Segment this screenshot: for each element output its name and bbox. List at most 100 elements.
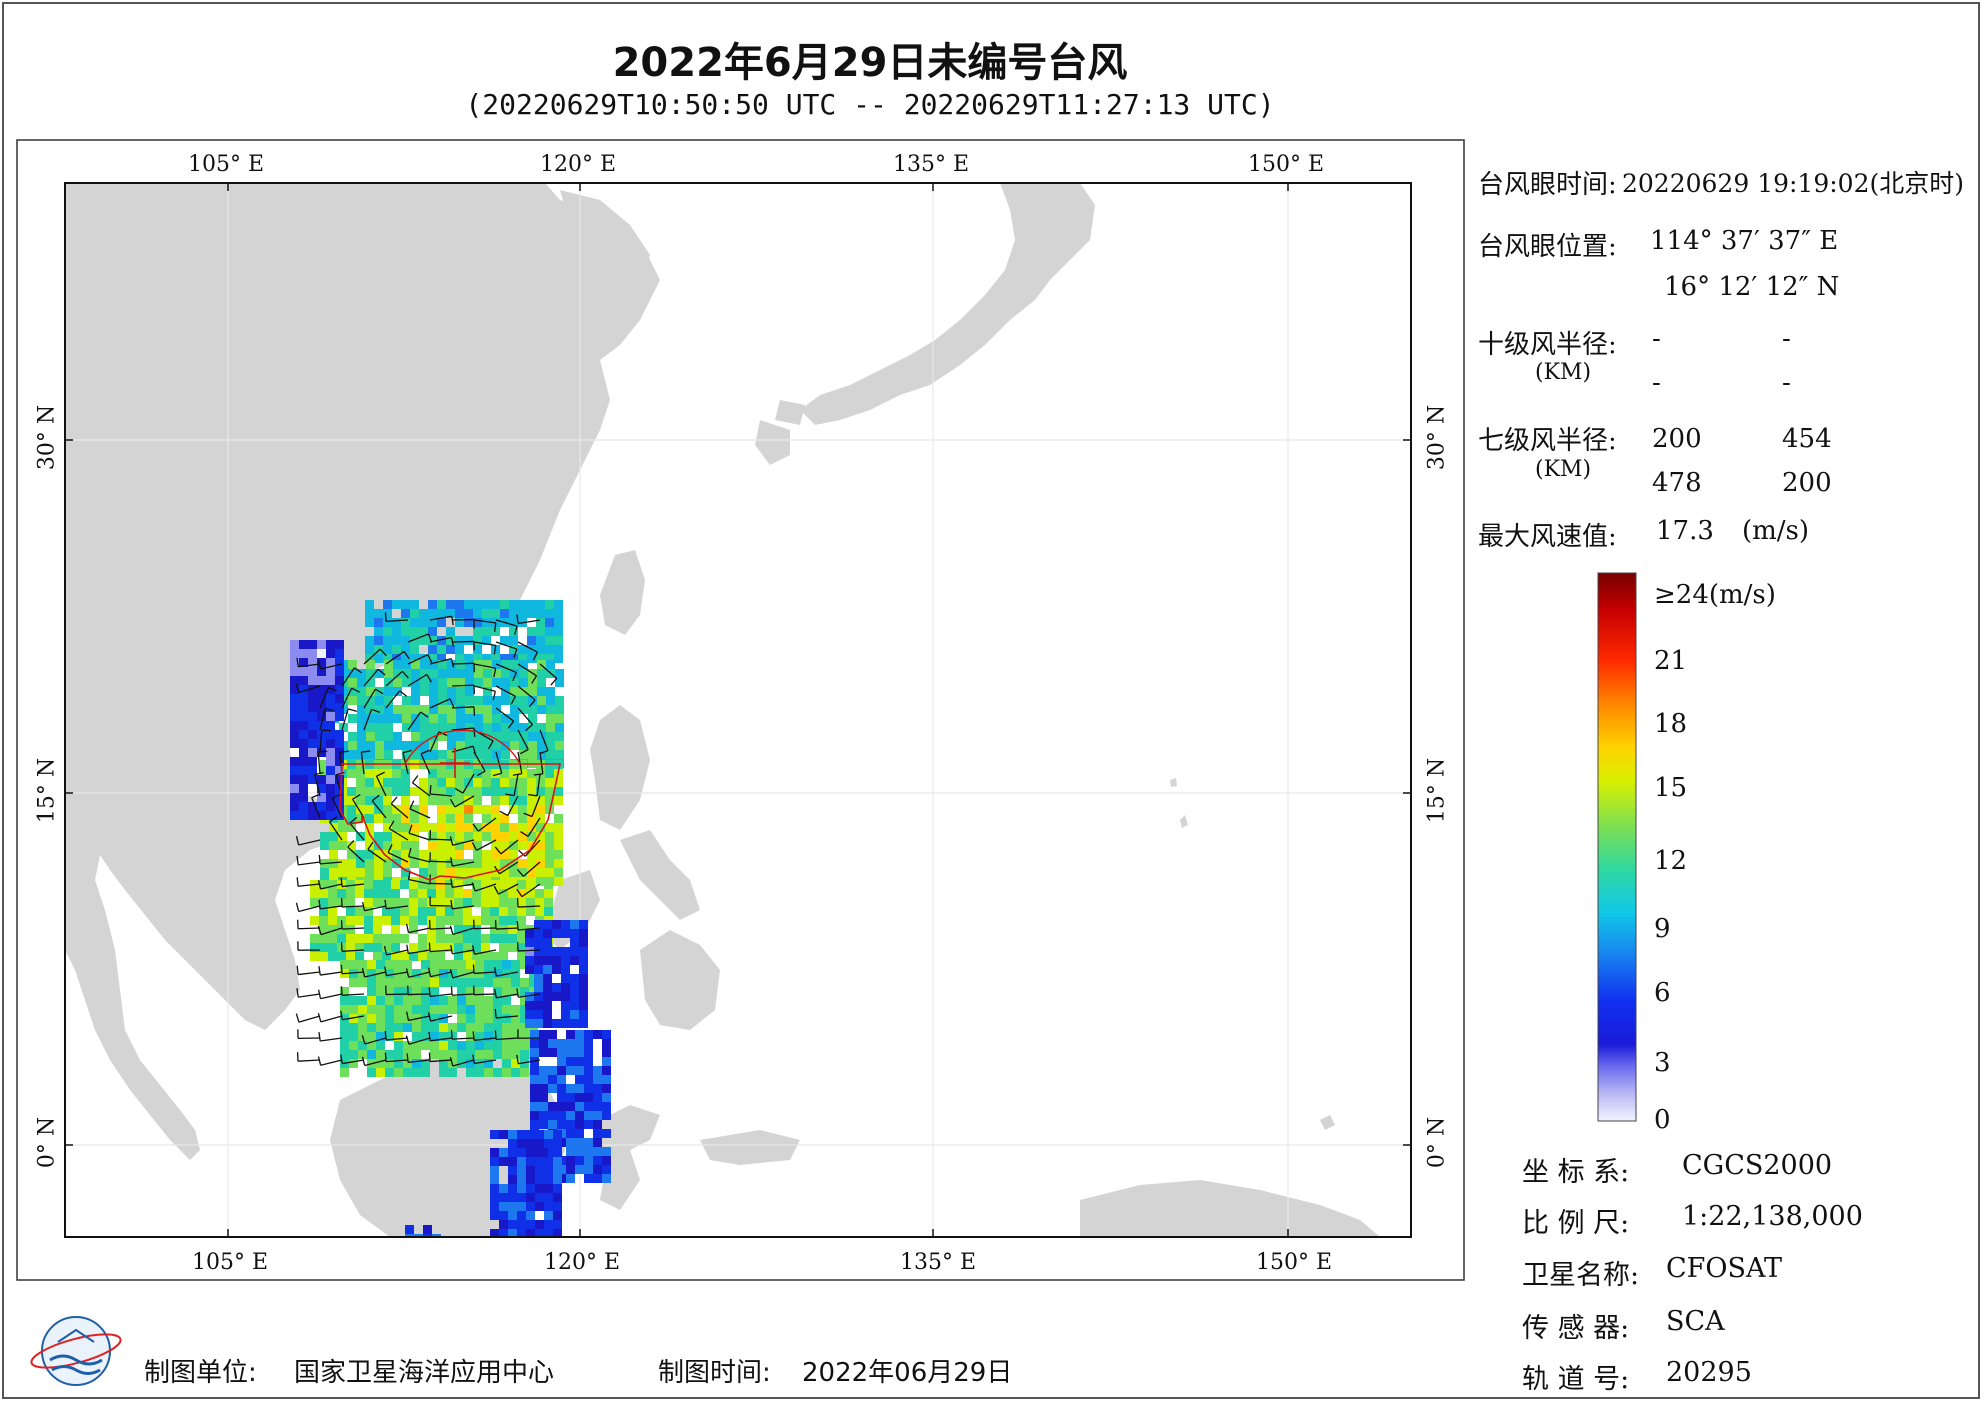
- swath-cell: [346, 952, 355, 961]
- swath-cell: [529, 987, 538, 996]
- swath-cell: [290, 811, 299, 820]
- swath-cell: [439, 1023, 448, 1032]
- swath-cell: [349, 1005, 358, 1014]
- swath-cell: [536, 609, 545, 618]
- swath-cell: [491, 654, 500, 663]
- swath-cell: [518, 796, 527, 805]
- swath-cell: [508, 934, 517, 943]
- swath-cell: [474, 723, 483, 732]
- swath-cell: [501, 714, 510, 723]
- swath-cell: [473, 636, 482, 645]
- swath-cell: [356, 796, 365, 805]
- swath-cell: [365, 832, 374, 841]
- swath-cell: [499, 1193, 508, 1202]
- swath-cell: [493, 1050, 502, 1059]
- swath-cell: [358, 996, 367, 1005]
- wind-barb: [449, 795, 475, 808]
- wind-barb: [297, 1029, 321, 1039]
- wind-barb: [494, 1008, 519, 1019]
- wind-barb: [295, 902, 321, 913]
- swath-cell: [518, 868, 527, 877]
- swath-cell: [539, 1120, 548, 1129]
- swath-cell: [473, 841, 482, 850]
- swath-cell: [546, 723, 555, 732]
- swath-cell: [584, 1066, 593, 1075]
- swath-cell: [382, 952, 391, 961]
- swath-cell: [526, 1184, 535, 1193]
- wind-barb: [406, 1053, 431, 1064]
- swath-cell: [490, 1184, 499, 1193]
- swath-cell: [555, 669, 564, 678]
- r10-value: -: [1652, 368, 1661, 398]
- swath-cell: [328, 952, 337, 961]
- swath-cell: [484, 960, 493, 969]
- swath-cell: [518, 805, 527, 814]
- swath-cell: [383, 823, 392, 832]
- swath-cell: [544, 1184, 553, 1193]
- swath-cell: [365, 778, 374, 787]
- swath-cell: [420, 660, 429, 669]
- swath-cell: [527, 859, 536, 868]
- swath-cell: [365, 609, 374, 618]
- swath-cell: [446, 859, 455, 868]
- swath-cell: [438, 696, 447, 705]
- swath-cell: [446, 832, 455, 841]
- swath-cell: [491, 868, 500, 877]
- swath-cell: [299, 757, 308, 766]
- swath-cell: [481, 898, 490, 907]
- swath-cell: [367, 1050, 376, 1059]
- swath-cell: [420, 714, 429, 723]
- swath-cell: [545, 609, 554, 618]
- wind-barb: [385, 985, 409, 996]
- swath-cell: [464, 600, 473, 609]
- swath-cell: [329, 850, 338, 859]
- swath-cell: [484, 1014, 493, 1023]
- swath-cell: [528, 714, 537, 723]
- swath-cell: [437, 850, 446, 859]
- swath-cell: [375, 669, 384, 678]
- wind-barb: [451, 727, 476, 738]
- swath-cell: [475, 1059, 484, 1068]
- swath-cell: [384, 732, 393, 741]
- swath-cell: [418, 916, 427, 925]
- swath-cell: [553, 1229, 562, 1237]
- map-inner-frame: [64, 182, 1412, 1238]
- swath-cell: [457, 960, 466, 969]
- swath-cell: [464, 823, 473, 832]
- swath-cell: [412, 1050, 421, 1059]
- swath-cell: [579, 956, 588, 965]
- swath-cell: [366, 705, 375, 714]
- swath-cell: [482, 618, 491, 627]
- swath-cell: [527, 805, 536, 814]
- swath-cell: [508, 1184, 517, 1193]
- wind-barb: [360, 750, 371, 775]
- swath-cell: [337, 889, 346, 898]
- swath-cell: [456, 741, 465, 750]
- wind-barb: [371, 794, 387, 819]
- swath-cell: [374, 778, 383, 787]
- swath-cell: [483, 741, 492, 750]
- swath-cell: [539, 1111, 548, 1120]
- swath-cell: [402, 741, 411, 750]
- swath-cell: [393, 669, 402, 678]
- swath-cell: [536, 618, 545, 627]
- swath-cell: [454, 934, 463, 943]
- swath-cell: [410, 814, 419, 823]
- swath-cell: [337, 934, 346, 943]
- swath-cell: [543, 983, 552, 992]
- swath-cell: [358, 1023, 367, 1032]
- swath-cell: [429, 750, 438, 759]
- swath-cell: [511, 1005, 520, 1014]
- r7-value: 200: [1782, 468, 1832, 498]
- swath-cell: [401, 769, 410, 778]
- wind-barb: [318, 899, 343, 910]
- swath-cell: [511, 987, 520, 996]
- r7-unit: (KM): [1535, 457, 1592, 482]
- swath-cell: [364, 889, 373, 898]
- swath-cell: [499, 943, 508, 952]
- swath-cell: [508, 1148, 517, 1157]
- eye-time-label: 台风眼时间:: [1478, 170, 1617, 200]
- swath-cell: [499, 952, 508, 961]
- swath-cell: [561, 920, 570, 929]
